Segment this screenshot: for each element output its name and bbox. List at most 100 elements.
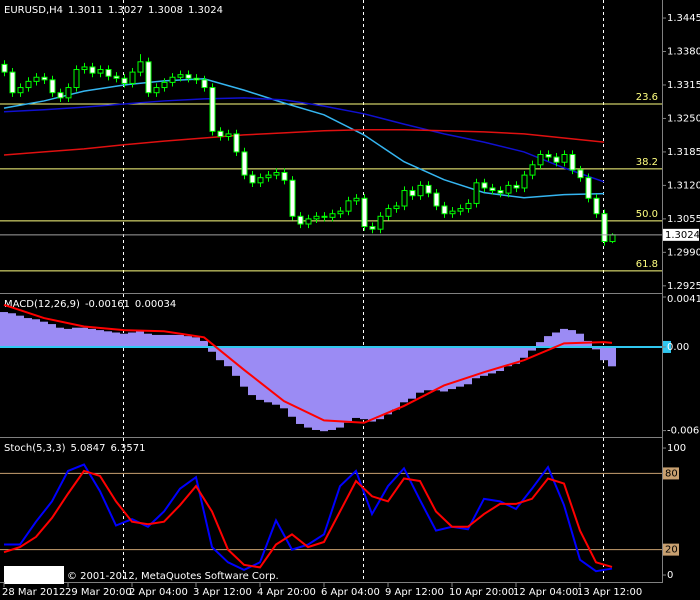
candle-body <box>457 208 464 212</box>
candle-body <box>369 226 376 230</box>
candle-body <box>33 76 40 82</box>
candle-body <box>9 71 16 94</box>
macd-bar <box>464 346 472 385</box>
macd-bar <box>552 332 560 347</box>
candle-body <box>217 130 224 137</box>
candle-body <box>57 92 64 99</box>
candle-body <box>241 151 248 176</box>
macd-bar <box>608 346 616 367</box>
candle-body <box>545 153 552 158</box>
fibo-label: 23.6 <box>636 92 658 103</box>
fibo-label: 50.0 <box>636 209 658 220</box>
candle-body <box>425 184 432 194</box>
macd-bar <box>432 346 440 391</box>
macd-bar <box>272 346 280 405</box>
candle-body <box>73 69 80 89</box>
x-tick-label: 4 Apr 20:00 <box>257 587 316 598</box>
candle-body <box>553 156 560 163</box>
macd-bar <box>304 346 312 428</box>
bid-box <box>663 228 699 241</box>
candle-body <box>513 184 520 189</box>
panel-title: Stoch(5,3,3) <box>4 443 66 454</box>
candle-body <box>289 179 296 217</box>
macd-bar <box>480 346 488 376</box>
macd-bar <box>360 346 368 420</box>
macd-bar <box>456 346 464 387</box>
macd-bar <box>0 312 8 347</box>
candle-body <box>505 184 512 194</box>
header-value: 0.00034 <box>135 299 176 310</box>
candle-body <box>377 215 384 230</box>
candle-body <box>281 172 288 181</box>
macd-bar <box>8 313 16 347</box>
panel-title: EURUSD,H4 <box>4 5 63 16</box>
header-value: 1.3024 <box>188 5 223 16</box>
macd-bar <box>336 346 344 428</box>
candle-body <box>337 210 344 215</box>
macd-bar <box>536 342 544 347</box>
macd-bar <box>16 315 24 347</box>
macd-bar <box>216 346 224 361</box>
macd-bar <box>400 346 408 403</box>
candle-body <box>329 213 336 218</box>
candle-body <box>41 76 48 81</box>
candle-body <box>97 69 104 74</box>
macd-bar <box>56 327 64 347</box>
candle-body <box>185 74 192 79</box>
candle-body <box>393 205 400 210</box>
x-tick-label: 3 Apr 12:00 <box>193 587 252 598</box>
candle-body <box>417 184 424 197</box>
candle-body <box>169 76 176 83</box>
candle-body <box>449 210 456 215</box>
macd-bar <box>352 346 360 418</box>
candle-body <box>561 153 568 163</box>
macd-bar <box>424 346 432 391</box>
level-box <box>663 543 679 556</box>
macd-bar <box>120 333 128 347</box>
macd-bar <box>264 346 272 403</box>
candle-body <box>145 61 152 94</box>
macd-bar <box>48 324 56 347</box>
stoch-line <box>3 469 613 569</box>
macd-bar <box>392 346 400 410</box>
macd-bar <box>496 346 504 372</box>
macd-bar <box>472 346 480 379</box>
candle-body <box>313 215 320 220</box>
candle-body <box>409 190 416 197</box>
candle-body <box>201 79 208 89</box>
macd-bar <box>32 319 40 347</box>
candle-body <box>489 187 496 192</box>
macd-bar <box>128 332 136 347</box>
panel-title: MACD(12,26,9) <box>4 299 80 310</box>
candle-body <box>609 234 616 243</box>
macd-bar <box>232 346 240 376</box>
y-tick-label: 0 <box>667 570 673 581</box>
x-tick-label: 6 Apr 04:00 <box>321 587 380 598</box>
macd-bar <box>208 346 216 352</box>
candle-body <box>521 174 528 189</box>
candle-body <box>353 197 360 202</box>
fibo-label: 61.8 <box>636 259 658 270</box>
period-separators <box>123 0 604 582</box>
candle-body <box>81 66 88 71</box>
candle-body <box>153 87 160 94</box>
header-value: 1.3008 <box>148 5 183 16</box>
macd-bar <box>312 346 320 430</box>
x-tick-label: 9 Apr 12:00 <box>385 587 444 598</box>
candle-body <box>593 197 600 215</box>
candle-body <box>105 69 112 77</box>
candle-body <box>401 190 408 207</box>
macd-bar <box>448 346 456 390</box>
macd-bar <box>160 334 168 347</box>
candle-body <box>225 133 232 137</box>
moving-average <box>3 78 605 199</box>
candle-body <box>361 197 368 228</box>
y-tick-label: 1.3055 <box>667 214 700 225</box>
macd-bar <box>240 346 248 387</box>
header-value: 1.3027 <box>108 5 143 16</box>
y-tick-label: 0.00 <box>667 342 689 353</box>
y-tick-label: 1.3315 <box>667 80 700 91</box>
candle-body <box>497 190 504 194</box>
candle-body <box>577 169 584 179</box>
candle-body <box>569 153 576 171</box>
